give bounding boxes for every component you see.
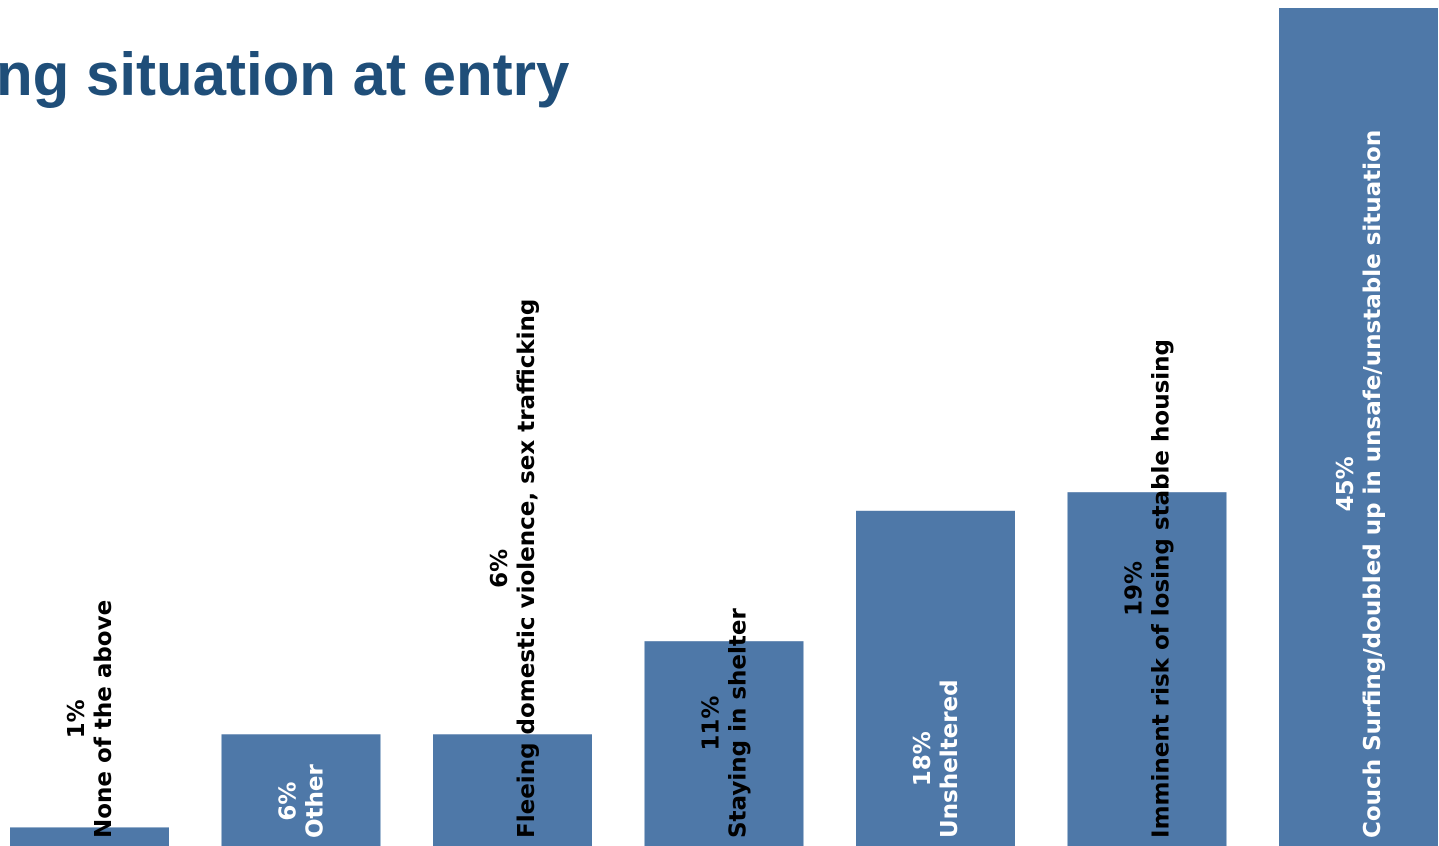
bar-label-fleeing-domestic-violence-sex-trafficking: 6%Fleeing domestic violence, sex traffic… <box>487 299 540 838</box>
bar-label-staying-in-shelter: 11%Staying in shelter <box>699 608 752 839</box>
bar-label-couch-surfing-doubled-up-in-unsafe-unstable-situation: 45%Couch Surfing/doubled up in unsafe/un… <box>1333 130 1386 838</box>
category-label: Couch Surfing/doubled up in unsafe/unsta… <box>1360 130 1386 838</box>
category-label: None of the above <box>91 600 117 838</box>
value-label: 18% <box>910 731 936 786</box>
category-label: Fleeing domestic violence, sex trafficki… <box>514 299 540 838</box>
bar-label-none-of-the-above: 1%None of the above <box>64 600 117 838</box>
value-label: 6% <box>487 549 513 588</box>
chart-title: ng situation at entry <box>0 41 570 108</box>
bar-unsheltered <box>856 510 1015 846</box>
value-label: 1% <box>64 699 90 738</box>
bar-staying-in-shelter <box>644 641 804 846</box>
bar-imminent-risk-of-losing-stable-housing <box>1067 492 1227 846</box>
value-label: 6% <box>276 782 302 821</box>
category-label: Other <box>303 764 329 839</box>
bar-couch-surfing-doubled-up-in-unsafe-unstable-situation <box>1279 8 1438 846</box>
value-label: 11% <box>699 696 725 751</box>
value-label: 45% <box>1333 456 1359 511</box>
category-label: Unsheltered <box>937 679 963 838</box>
category-label: Staying in shelter <box>726 608 752 839</box>
bar-none-of-the-above <box>10 827 169 846</box>
bar-label-other: 6%Other <box>276 764 329 839</box>
bar-other <box>221 734 381 846</box>
bar-label-imminent-risk-of-losing-stable-housing: 19%Imminent risk of losing stable housin… <box>1122 339 1175 838</box>
bars-layer <box>10 8 1438 846</box>
bar-fleeing-domestic-violence-sex-trafficking <box>433 734 592 846</box>
bar-label-unsheltered: 18%Unsheltered <box>910 679 963 838</box>
value-label: 19% <box>1122 561 1148 616</box>
category-label: Imminent risk of losing stable housing <box>1149 339 1175 838</box>
